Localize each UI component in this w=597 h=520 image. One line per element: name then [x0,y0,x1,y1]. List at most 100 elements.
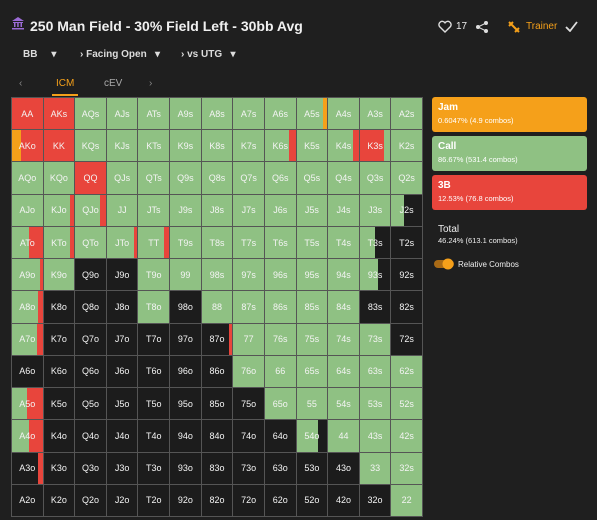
hand-cell[interactable]: 97o [170,323,201,355]
hand-cell[interactable]: 85s [296,291,328,323]
hand-cell[interactable]: AA [12,98,43,130]
hand-cell[interactable]: 74s [328,323,359,355]
hand-cell[interactable]: QJs [106,162,138,194]
hand-cell[interactable]: J6o [106,355,138,388]
hand-cell[interactable]: J8o [106,291,138,323]
hand-cell[interactable]: 92s [391,259,422,291]
hand-cell[interactable]: 64o [264,420,296,452]
hand-cell[interactable]: K2o [43,484,75,516]
hand-cell[interactable]: J2o [106,484,138,516]
hand-cell[interactable]: K5o [43,388,75,420]
hand-cell[interactable]: K9s [170,130,201,162]
hand-cell[interactable]: Q3s [359,162,391,194]
hand-cell[interactable]: A5o [12,388,43,420]
hand-cell[interactable]: 82s [391,291,422,323]
hand-cell[interactable]: A6o [12,355,43,388]
hand-cell[interactable]: KJs [106,130,138,162]
hand-cell[interactable]: 66 [264,355,296,388]
hand-cell[interactable]: J5o [106,388,138,420]
hand-cell[interactable]: 87o [201,323,233,355]
hand-cell[interactable]: J9s [170,194,201,226]
tab-prev[interactable]: ‹ [19,78,23,89]
hand-cell[interactable]: K4s [328,130,359,162]
tab[interactable]: cEV [104,78,123,89]
hand-cell[interactable]: AKo [12,130,43,162]
hand-cell[interactable]: 76s [264,323,296,355]
hand-cell[interactable]: 33 [359,452,391,484]
hand-cell[interactable]: Q6o [75,355,106,388]
hand-cell[interactable]: QQ [75,162,106,194]
confirm-button[interactable] [565,21,578,32]
hand-cell[interactable]: 84s [328,291,359,323]
hand-cell[interactable]: ATo [12,226,43,259]
hand-cell[interactable]: QTo [75,226,106,259]
hand-cell[interactable]: 22 [391,484,422,516]
hand-cell[interactable]: 32o [359,484,391,516]
hand-cell[interactable]: Q4s [328,162,359,194]
hand-cell[interactable]: AQo [12,162,43,194]
hand-cell[interactable]: T5s [296,226,328,259]
hand-cell[interactable]: 53s [359,388,391,420]
hand-cell[interactable]: A7s [233,98,264,130]
hand-cell[interactable]: K2s [391,130,422,162]
hand-cell[interactable]: 77 [233,323,264,355]
hand-cell[interactable]: T6o [138,355,170,388]
hand-cell[interactable]: 97s [233,259,264,291]
hand-cell[interactable]: KJo [43,194,75,226]
hand-cell[interactable]: 96s [264,259,296,291]
hand-cell[interactable]: Q5o [75,388,106,420]
hand-cell[interactable]: 42s [391,420,422,452]
hand-cell[interactable]: 63o [264,452,296,484]
hand-cell[interactable]: Q7s [233,162,264,194]
hand-cell[interactable]: Q8s [201,162,233,194]
hand-cell[interactable]: 52s [391,388,422,420]
hand-cell[interactable]: A6s [264,98,296,130]
hand-cell[interactable]: JTs [138,194,170,226]
hand-cell[interactable]: A9s [170,98,201,130]
hand-cell[interactable]: K7o [43,323,75,355]
hand-cell[interactable]: 93s [359,259,391,291]
hand-cell[interactable]: Q7o [75,323,106,355]
hand-cell[interactable]: Q3o [75,452,106,484]
hand-cell[interactable]: 73o [233,452,264,484]
hand-cell[interactable]: Q2s [391,162,422,194]
hand-cell[interactable]: J3o [106,452,138,484]
hand-cell[interactable]: K7s [233,130,264,162]
hand-cell[interactable]: A4s [328,98,359,130]
hand-cell[interactable]: 88 [201,291,233,323]
opponent-filter[interactable]: › vs UTG ▾ [181,49,236,60]
hand-cell[interactable]: K3o [43,452,75,484]
hand-cell[interactable]: T2o [138,484,170,516]
hand-cell[interactable]: KQs [75,130,106,162]
hand-cell[interactable]: T4o [138,420,170,452]
hand-cell[interactable]: 82o [201,484,233,516]
hand-cell[interactable]: JTo [106,226,138,259]
hand-cell[interactable]: A8o [12,291,43,323]
hand-cell[interactable]: 98o [170,291,201,323]
hand-cell[interactable]: Q5s [296,162,328,194]
hand-cell[interactable]: 95s [296,259,328,291]
hand-cell[interactable]: J6s [264,194,296,226]
hand-cell[interactable]: K3s [359,130,391,162]
hand-cell[interactable]: T9o [138,259,170,291]
hand-cell[interactable]: J5s [296,194,328,226]
hand-cell[interactable]: 84o [201,420,233,452]
hand-cell[interactable]: 53o [296,452,328,484]
hand-cell[interactable]: Q8o [75,291,106,323]
hand-cell[interactable]: 44 [328,420,359,452]
trainer-icon[interactable] [507,20,521,33]
hand-cell[interactable]: 99 [170,259,201,291]
hand-cell[interactable]: ATs [138,98,170,130]
hand-cell[interactable]: AJs [106,98,138,130]
hand-cell[interactable]: 95o [170,388,201,420]
hand-cell[interactable]: KK [43,130,75,162]
hand-cell[interactable]: Q4o [75,420,106,452]
tab[interactable]: ICM [52,78,79,96]
hand-cell[interactable]: 75s [296,323,328,355]
hand-cell[interactable]: 42o [328,484,359,516]
hand-cell[interactable]: AJo [12,194,43,226]
hand-cell[interactable]: 32s [391,452,422,484]
hand-cell[interactable]: A7o [12,323,43,355]
hand-cell[interactable]: 85o [201,388,233,420]
hand-cell[interactable]: 98s [201,259,233,291]
